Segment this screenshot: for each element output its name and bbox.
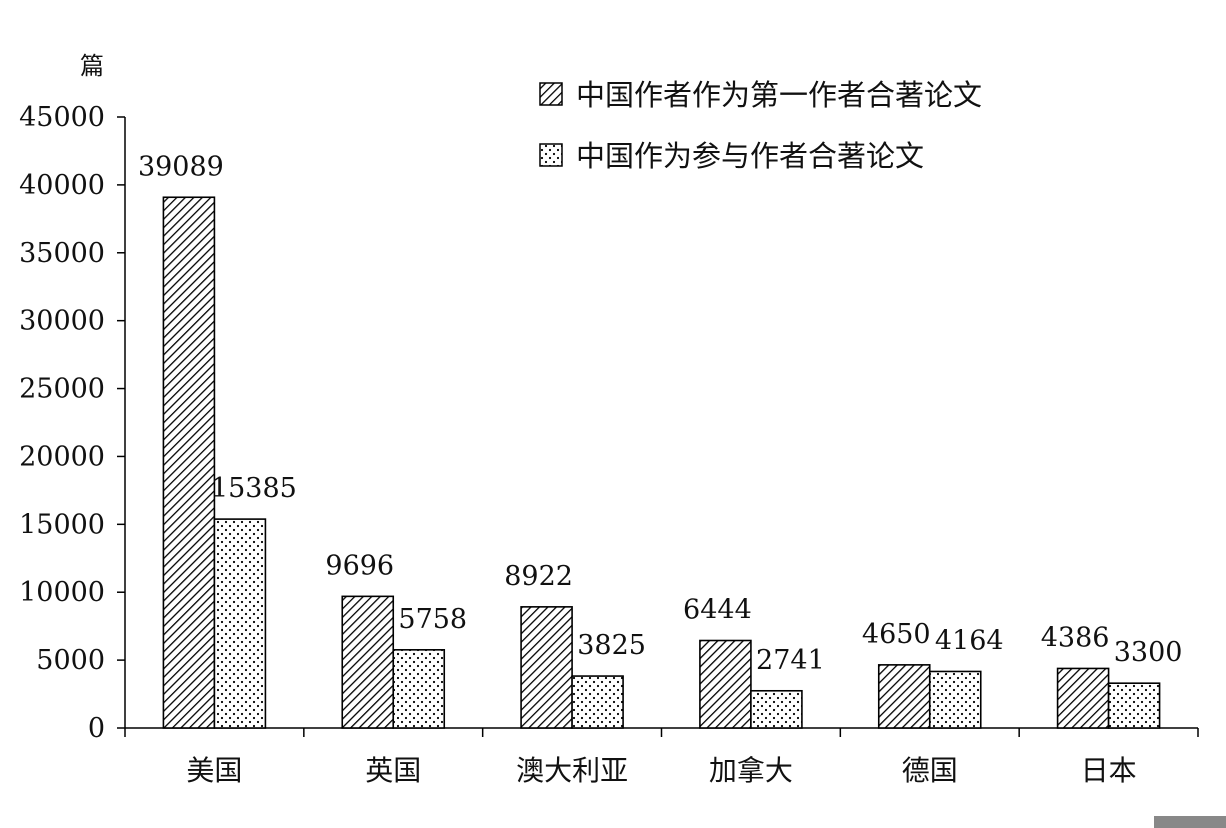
y-axis: 0 5000 10000 15000 20000 25000 30000 35000 40000… (19, 102, 126, 744)
bar-series-2 (750, 689, 803, 729)
x-category-label: 德国 (902, 754, 958, 787)
bar-series-2 (213, 518, 267, 729)
data-label-series-2: 5758 (398, 604, 467, 635)
legend-label-series-2: 中国作为参与作者合著论文 (576, 139, 924, 173)
data-label-series-1: 4386 (1041, 622, 1110, 653)
y-tick-label: 5000 (36, 645, 105, 676)
data-label-series-1: 4650 (862, 619, 931, 650)
y-tick-label: 35000 (19, 238, 105, 269)
bar-series-2 (1107, 682, 1161, 729)
data-label-series-2: 15385 (211, 473, 297, 504)
x-category-label: 澳大利亚 (516, 754, 628, 787)
y-tick-label: 10000 (19, 577, 105, 608)
legend-label-series-1: 中国作者作为第一作者合著论文 (576, 78, 982, 112)
bar-series-1 (699, 639, 752, 729)
x-category-label: 日本 (1081, 754, 1137, 787)
data-label-series-2: 3825 (577, 630, 646, 661)
bar-series-2 (928, 670, 982, 729)
legend-swatch-series-2 (539, 143, 563, 167)
bar-series-1 (341, 595, 395, 729)
data-label-series-2: 2741 (756, 645, 825, 676)
data-label-series-1: 9696 (325, 550, 394, 581)
data-label-series-1: 8922 (504, 561, 573, 592)
y-tick-label: 40000 (19, 170, 105, 201)
bar-series-2 (571, 675, 624, 729)
bar-series-1 (1056, 667, 1110, 729)
bar-series-2 (392, 649, 446, 729)
y-tick-label: 15000 (19, 509, 105, 540)
data-label-series-2: 4164 (935, 625, 1004, 656)
y-axis-unit-label: 篇 (80, 52, 104, 80)
corner-scrollbar (1154, 816, 1226, 828)
y-tick-label: 20000 (19, 441, 105, 472)
x-category-label: 加拿大 (709, 754, 793, 787)
data-label-series-1: 6444 (683, 595, 752, 626)
y-tick-label: 45000 (19, 102, 105, 133)
x-category-label: 美国 (186, 754, 242, 787)
y-tick-label: 30000 (19, 306, 105, 337)
legend-swatch-series-1 (539, 82, 563, 106)
data-label-series-2: 3300 (1114, 637, 1183, 668)
data-label-series-1: 39089 (138, 151, 224, 182)
x-axis: 美国 英国 澳大利亚 加拿大 德国 日本 (124, 727, 1199, 787)
bar-series-1 (520, 606, 573, 729)
y-tick-label: 25000 (19, 374, 105, 405)
bar-series-1 (162, 196, 216, 729)
bars (162, 196, 1161, 729)
legend: 中国作者作为第一作者合著论文 中国作为参与作者合著论文 (539, 78, 982, 173)
bar-series-1 (877, 664, 931, 729)
x-category-label: 英国 (365, 754, 421, 787)
y-tick-label: 0 (88, 713, 105, 744)
